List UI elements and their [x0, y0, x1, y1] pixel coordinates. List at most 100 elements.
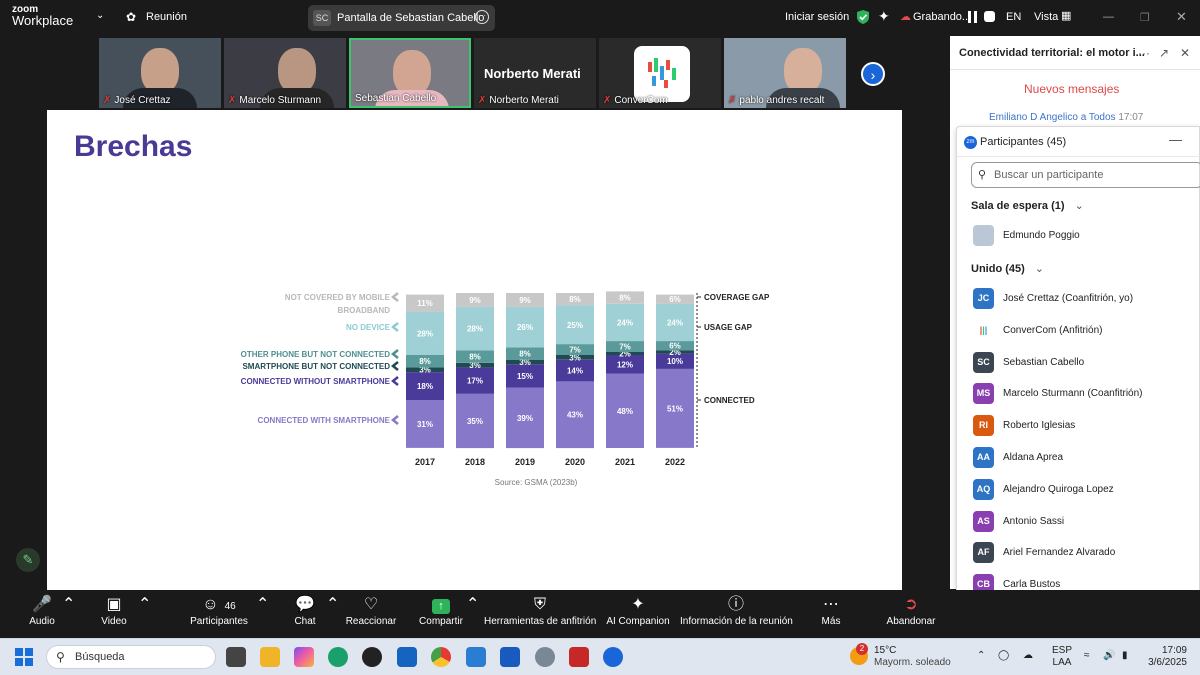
volume-icon[interactable]: 🔊 [1103, 650, 1116, 661]
popout-icon[interactable]: ↗ [1159, 46, 1170, 60]
ai-companion-button[interactable]: ✦ AI Companion [606, 594, 670, 627]
zoom-app-icon[interactable] [603, 647, 623, 667]
leave-button[interactable]: ➲ Abandonar [886, 594, 936, 627]
chat-caret-icon[interactable]: ⌃ [326, 596, 340, 613]
wifi-icon[interactable]: ≈ [1084, 650, 1090, 661]
clock[interactable]: 17:09 3/6/2025 [1147, 645, 1187, 669]
participant-row[interactable]: MS Marcelo Sturmann (Coanfitrión) [973, 383, 1199, 405]
word-icon[interactable] [500, 647, 520, 667]
screen-share-pill[interactable]: SC Pantalla de Sebastian Cabello ··· [308, 5, 495, 31]
close-chat-icon[interactable]: ✕ [1180, 46, 1191, 60]
ai-sparkle-icon[interactable]: ✦ [878, 8, 890, 24]
audio-button[interactable]: 🎤 Audio [22, 594, 62, 627]
participant-row[interactable]: AF Ariel Fernandez Alvarado [973, 542, 1199, 564]
bar-segment [406, 367, 444, 372]
participant-row[interactable]: RI Roberto Iglesias [973, 415, 1199, 437]
stop-recording-button[interactable] [984, 11, 995, 22]
host-tools-button[interactable]: ⛨ Herramientas de anfitrión [484, 594, 596, 627]
video-tile-sebastian[interactable]: Sebastian Cabello [349, 38, 471, 108]
annotate-pen-icon[interactable]: ✎ [16, 548, 40, 572]
weather-icon[interactable]: 2 [850, 643, 868, 665]
data-label: 48% [617, 407, 633, 416]
participant-search-input[interactable]: ⚲ Buscar un participante [971, 162, 1200, 188]
data-label: 26% [517, 323, 533, 332]
chevron-down-icon: ⌄ [1034, 263, 1044, 275]
participant-row[interactable]: SC Sebastian Cabello [973, 351, 1199, 374]
participant-row[interactable]: ||| ConverCom (Anfitrión) [973, 319, 1199, 342]
video-tile-norberto[interactable]: Norberto Merati ✗ Norberto Merati [474, 38, 596, 108]
participant-row[interactable]: Edmundo Poggio [973, 225, 1199, 247]
waiting-room-section[interactable]: Sala de espera (1) ⌄ [971, 199, 1084, 212]
share-screen-icon: ↑ [417, 594, 465, 616]
chrome-icon[interactable] [431, 647, 451, 667]
copilot-icon[interactable] [294, 647, 314, 667]
signin-link[interactable]: Iniciar sesión [785, 11, 850, 23]
taskbar-search-placeholder: Búsqueda [75, 651, 125, 663]
video-tile-jose[interactable]: ✗ José Crettaz [99, 38, 221, 108]
notepad-icon[interactable] [466, 647, 486, 667]
participant-row[interactable]: AA Aldana Aprea [973, 447, 1199, 469]
more-options-icon[interactable]: ··· [475, 10, 489, 24]
react-button[interactable]: ♡ Reaccionar [344, 594, 398, 627]
shield-check-icon[interactable] [856, 9, 870, 25]
participants-caret-icon[interactable]: ⌃ [256, 596, 270, 613]
battery-icon[interactable]: ▮ [1122, 650, 1128, 661]
video-tile-pablo[interactable]: ✗ pablo andres recalt [724, 38, 846, 108]
participant-row[interactable]: JC José Crettaz (Coanfitrión, yo) [973, 288, 1199, 310]
video-tile-convercom[interactable]: ✗ ConverCom [599, 38, 721, 108]
chevron-up-icon[interactable]: ⌃ [977, 650, 986, 661]
share-caret-icon[interactable]: ⌃ [466, 596, 480, 613]
restore-icon[interactable]: ❐ [1140, 12, 1150, 24]
settings-icon[interactable] [535, 647, 555, 667]
next-page-button[interactable]: › [861, 62, 885, 86]
close-icon[interactable]: ✕ [1176, 9, 1187, 24]
more-icon[interactable]: ··· [1138, 46, 1150, 60]
mcafee-icon[interactable] [569, 647, 589, 667]
video-caret-icon[interactable]: ⌃ [138, 596, 152, 613]
avatar [973, 225, 994, 246]
chevron-down-icon[interactable]: ⌄ [96, 10, 105, 21]
view-button[interactable]: Vista [1034, 11, 1059, 23]
minimize-icon[interactable]: — [1103, 11, 1114, 23]
input-language[interactable]: ESP LAA [1052, 645, 1072, 669]
pause-recording-button[interactable] [966, 10, 980, 24]
participants-button[interactable]: ☺ 46 Participantes [188, 594, 250, 627]
participants-icon: ☺ 46 [202, 596, 236, 613]
clock-time: 17:09 [1161, 645, 1187, 656]
chat-title: Conectividad territorial: el motor i... [959, 47, 1145, 59]
store-icon[interactable] [397, 647, 417, 667]
bar-segment [406, 311, 444, 355]
cloud-icon[interactable]: ☁ [1023, 650, 1033, 661]
joined-section[interactable]: Unido (45) ⌄ [971, 262, 1044, 275]
bar-segment [556, 359, 594, 382]
new-messages-divider[interactable]: Nuevos mensajes [1024, 82, 1120, 96]
share-button[interactable]: ↑ Compartir [417, 594, 465, 627]
participant-row[interactable]: AQ Alejandro Quiroga Lopez [973, 478, 1199, 501]
camera-icon: ▣ [106, 596, 122, 613]
participant-row[interactable]: CB Carla Bustos [973, 574, 1199, 596]
meeting-label[interactable]: Reunión [146, 11, 187, 23]
data-label: 17% [467, 377, 483, 386]
taskbar-search-box[interactable]: ⚲ Búsqueda [46, 645, 216, 669]
minimize-icon[interactable]: — [1169, 132, 1182, 147]
edge-icon[interactable] [328, 647, 348, 667]
paw-icon[interactable]: ✿ [126, 10, 137, 24]
weather-widget[interactable]: 15°C Mayorm. soleado [874, 645, 951, 669]
windows-start-icon[interactable] [15, 648, 33, 666]
keyboard-layout: LAA [1052, 657, 1072, 668]
file-explorer-icon[interactable] [260, 647, 280, 667]
more-button[interactable]: ⋯ Más [818, 594, 844, 627]
participant-row[interactable]: AS Antonio Sassi [973, 510, 1199, 533]
share-avatar: SC [313, 10, 331, 26]
audio-caret-icon[interactable]: ⌃ [62, 596, 76, 613]
task-view-icon[interactable] [226, 647, 246, 667]
grid-view-icon[interactable]: ▦ [1061, 10, 1072, 22]
meeting-info-button[interactable]: ⓘ Información de la reunión [680, 594, 793, 627]
video-button[interactable]: ▣ Video [94, 594, 134, 627]
data-label: 28% [417, 329, 433, 338]
language-button[interactable]: EN [1006, 11, 1022, 23]
video-tile-marcelo[interactable]: ✗ Marcelo Sturmann [224, 38, 346, 108]
eye-off-icon[interactable]: ◯ [998, 650, 1010, 661]
dell-icon[interactable] [362, 647, 382, 667]
chat-button[interactable]: 💬 Chat [290, 594, 320, 627]
